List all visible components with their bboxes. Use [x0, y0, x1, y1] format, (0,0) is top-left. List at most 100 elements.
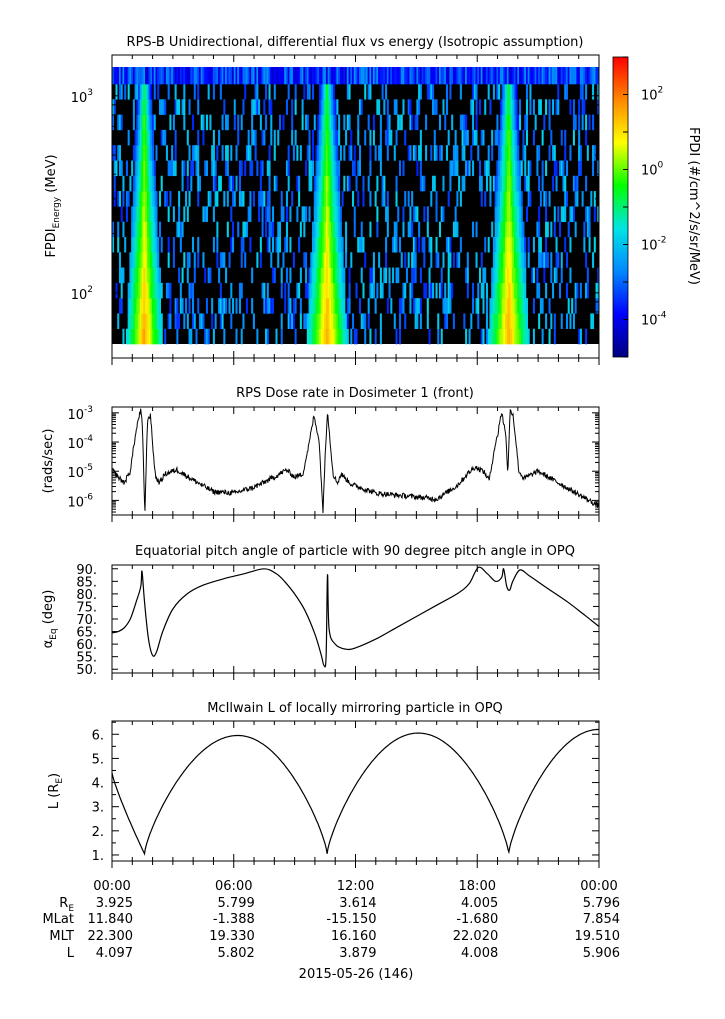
- spectrogram-cell: [143, 206, 146, 222]
- spectrogram-cell: [176, 298, 179, 314]
- spectrogram-cell: [567, 221, 570, 238]
- spectrogram-cell: [259, 160, 262, 177]
- spectrogram-cell: [136, 252, 139, 268]
- spectrogram-cell: [136, 99, 139, 115]
- spectrogram-cell: [586, 221, 589, 238]
- spectrogram-cell: [277, 67, 280, 85]
- spectrogram-cell: [524, 236, 527, 253]
- spectrogram-cell: [150, 282, 153, 299]
- spectrogram-cell: [280, 191, 283, 207]
- spectrogram-cell: [327, 114, 330, 131]
- spectrogram-cell: [456, 145, 459, 161]
- spectrogram-cell: [390, 298, 393, 314]
- spectrogram-cell: [113, 67, 116, 85]
- spectrogram-cell: [517, 221, 520, 238]
- spectrogram-cell: [512, 84, 515, 100]
- spectrogram-cell: [435, 252, 438, 268]
- spectrogram-cell: [336, 282, 339, 299]
- spectrogram-cell: [513, 221, 516, 238]
- spectrogram-cell: [348, 298, 351, 314]
- spectrogram-cell: [211, 145, 214, 161]
- spectrogram-cell: [312, 313, 315, 330]
- spectrogram-cell: [492, 282, 495, 299]
- spectrogram-cell: [392, 267, 395, 284]
- spectrogram-cell: [263, 298, 266, 314]
- spectrogram-cell: [131, 160, 134, 177]
- spectrogram-cell: [270, 221, 273, 238]
- spectrogram-cell: [216, 236, 219, 253]
- spectrogram-cell: [539, 99, 542, 115]
- spectrogram-cell: [569, 267, 572, 284]
- spectrogram-cell: [484, 267, 487, 284]
- spectrogram-cell: [285, 206, 288, 222]
- spectrogram-cell: [185, 191, 188, 207]
- spectrogram-cell: [188, 191, 191, 207]
- spectrogram-cell: [562, 67, 565, 85]
- spectrogram-tick-base: 10: [71, 91, 88, 106]
- spectrogram-cell: [433, 129, 436, 146]
- spectrogram-cell: [468, 328, 471, 345]
- spectrogram-cell: [517, 267, 520, 284]
- spectrogram-cell: [569, 313, 572, 330]
- spectrogram-cell: [118, 84, 121, 100]
- spectrogram-cell: [428, 328, 431, 345]
- spectrogram-cell: [141, 160, 144, 177]
- spectrogram-cell: [539, 191, 542, 207]
- spectrogram-cell: [188, 67, 191, 85]
- spectrogram-cell: [418, 221, 421, 238]
- spectrogram-cell: [118, 298, 121, 314]
- spectrogram-cell: [348, 267, 351, 284]
- spectrogram-cell: [181, 67, 184, 85]
- spectrogram-cell: [388, 114, 391, 131]
- spectrogram-cell: [329, 67, 332, 85]
- spectrogram-cell: [376, 67, 379, 85]
- spectrogram-cell: [138, 282, 141, 299]
- spectrogram-cell: [393, 145, 396, 161]
- spectrogram-cell: [339, 282, 342, 299]
- spectrogram-cell: [503, 114, 506, 131]
- spectrogram-cell: [256, 67, 259, 85]
- spectrogram-cell: [254, 67, 257, 85]
- spectrogram-cell: [268, 99, 271, 115]
- spectrogram-cell: [553, 160, 556, 177]
- spectrogram-cell: [249, 191, 252, 207]
- spectrogram-cell: [158, 267, 161, 284]
- spectrogram-cell: [329, 145, 332, 161]
- spectrogram-cell: [315, 282, 318, 299]
- spectrogram-cell: [515, 252, 518, 268]
- spectrogram-cell: [233, 191, 236, 207]
- spectrogram-cell: [543, 191, 546, 207]
- spectrogram-cell: [200, 67, 203, 85]
- spectrogram-cell: [364, 84, 367, 100]
- spectrogram-cell: [152, 313, 155, 330]
- spectrogram-cell: [160, 175, 163, 192]
- spectrogram-cell: [237, 114, 240, 131]
- spectrogram-cell: [597, 160, 600, 177]
- spectrogram-cell: [197, 298, 200, 314]
- spectrogram-cell: [195, 145, 198, 161]
- spectrogram-cell: [192, 145, 195, 161]
- spectrogram-cell: [158, 313, 161, 330]
- spectrogram-cell: [463, 175, 466, 192]
- spectrogram-cell: [143, 328, 146, 345]
- spectrogram-cell: [506, 328, 509, 345]
- spectrogram-cell: [562, 175, 565, 192]
- spectrogram-cell: [506, 114, 509, 131]
- spectrogram-cell: [412, 267, 415, 284]
- spectrogram-cell: [338, 236, 341, 253]
- spectrogram-cell: [221, 114, 224, 131]
- spectrogram-cell: [473, 129, 476, 146]
- spectrogram-cell: [181, 298, 184, 314]
- spectrogram-cell: [329, 160, 332, 177]
- spectrogram-cell: [494, 298, 497, 314]
- spectrogram-cell: [571, 298, 574, 314]
- spectrogram-cell: [416, 313, 419, 330]
- spectrogram-cell: [510, 206, 513, 222]
- spectrogram-cell: [586, 67, 589, 85]
- spectrogram-cell: [322, 114, 325, 131]
- spectrogram-cell: [503, 298, 506, 314]
- spectrogram-cell: [317, 114, 320, 131]
- spectrogram-cell: [525, 328, 528, 345]
- spectrogram-cell: [517, 236, 520, 253]
- spectrogram-cell: [219, 252, 222, 268]
